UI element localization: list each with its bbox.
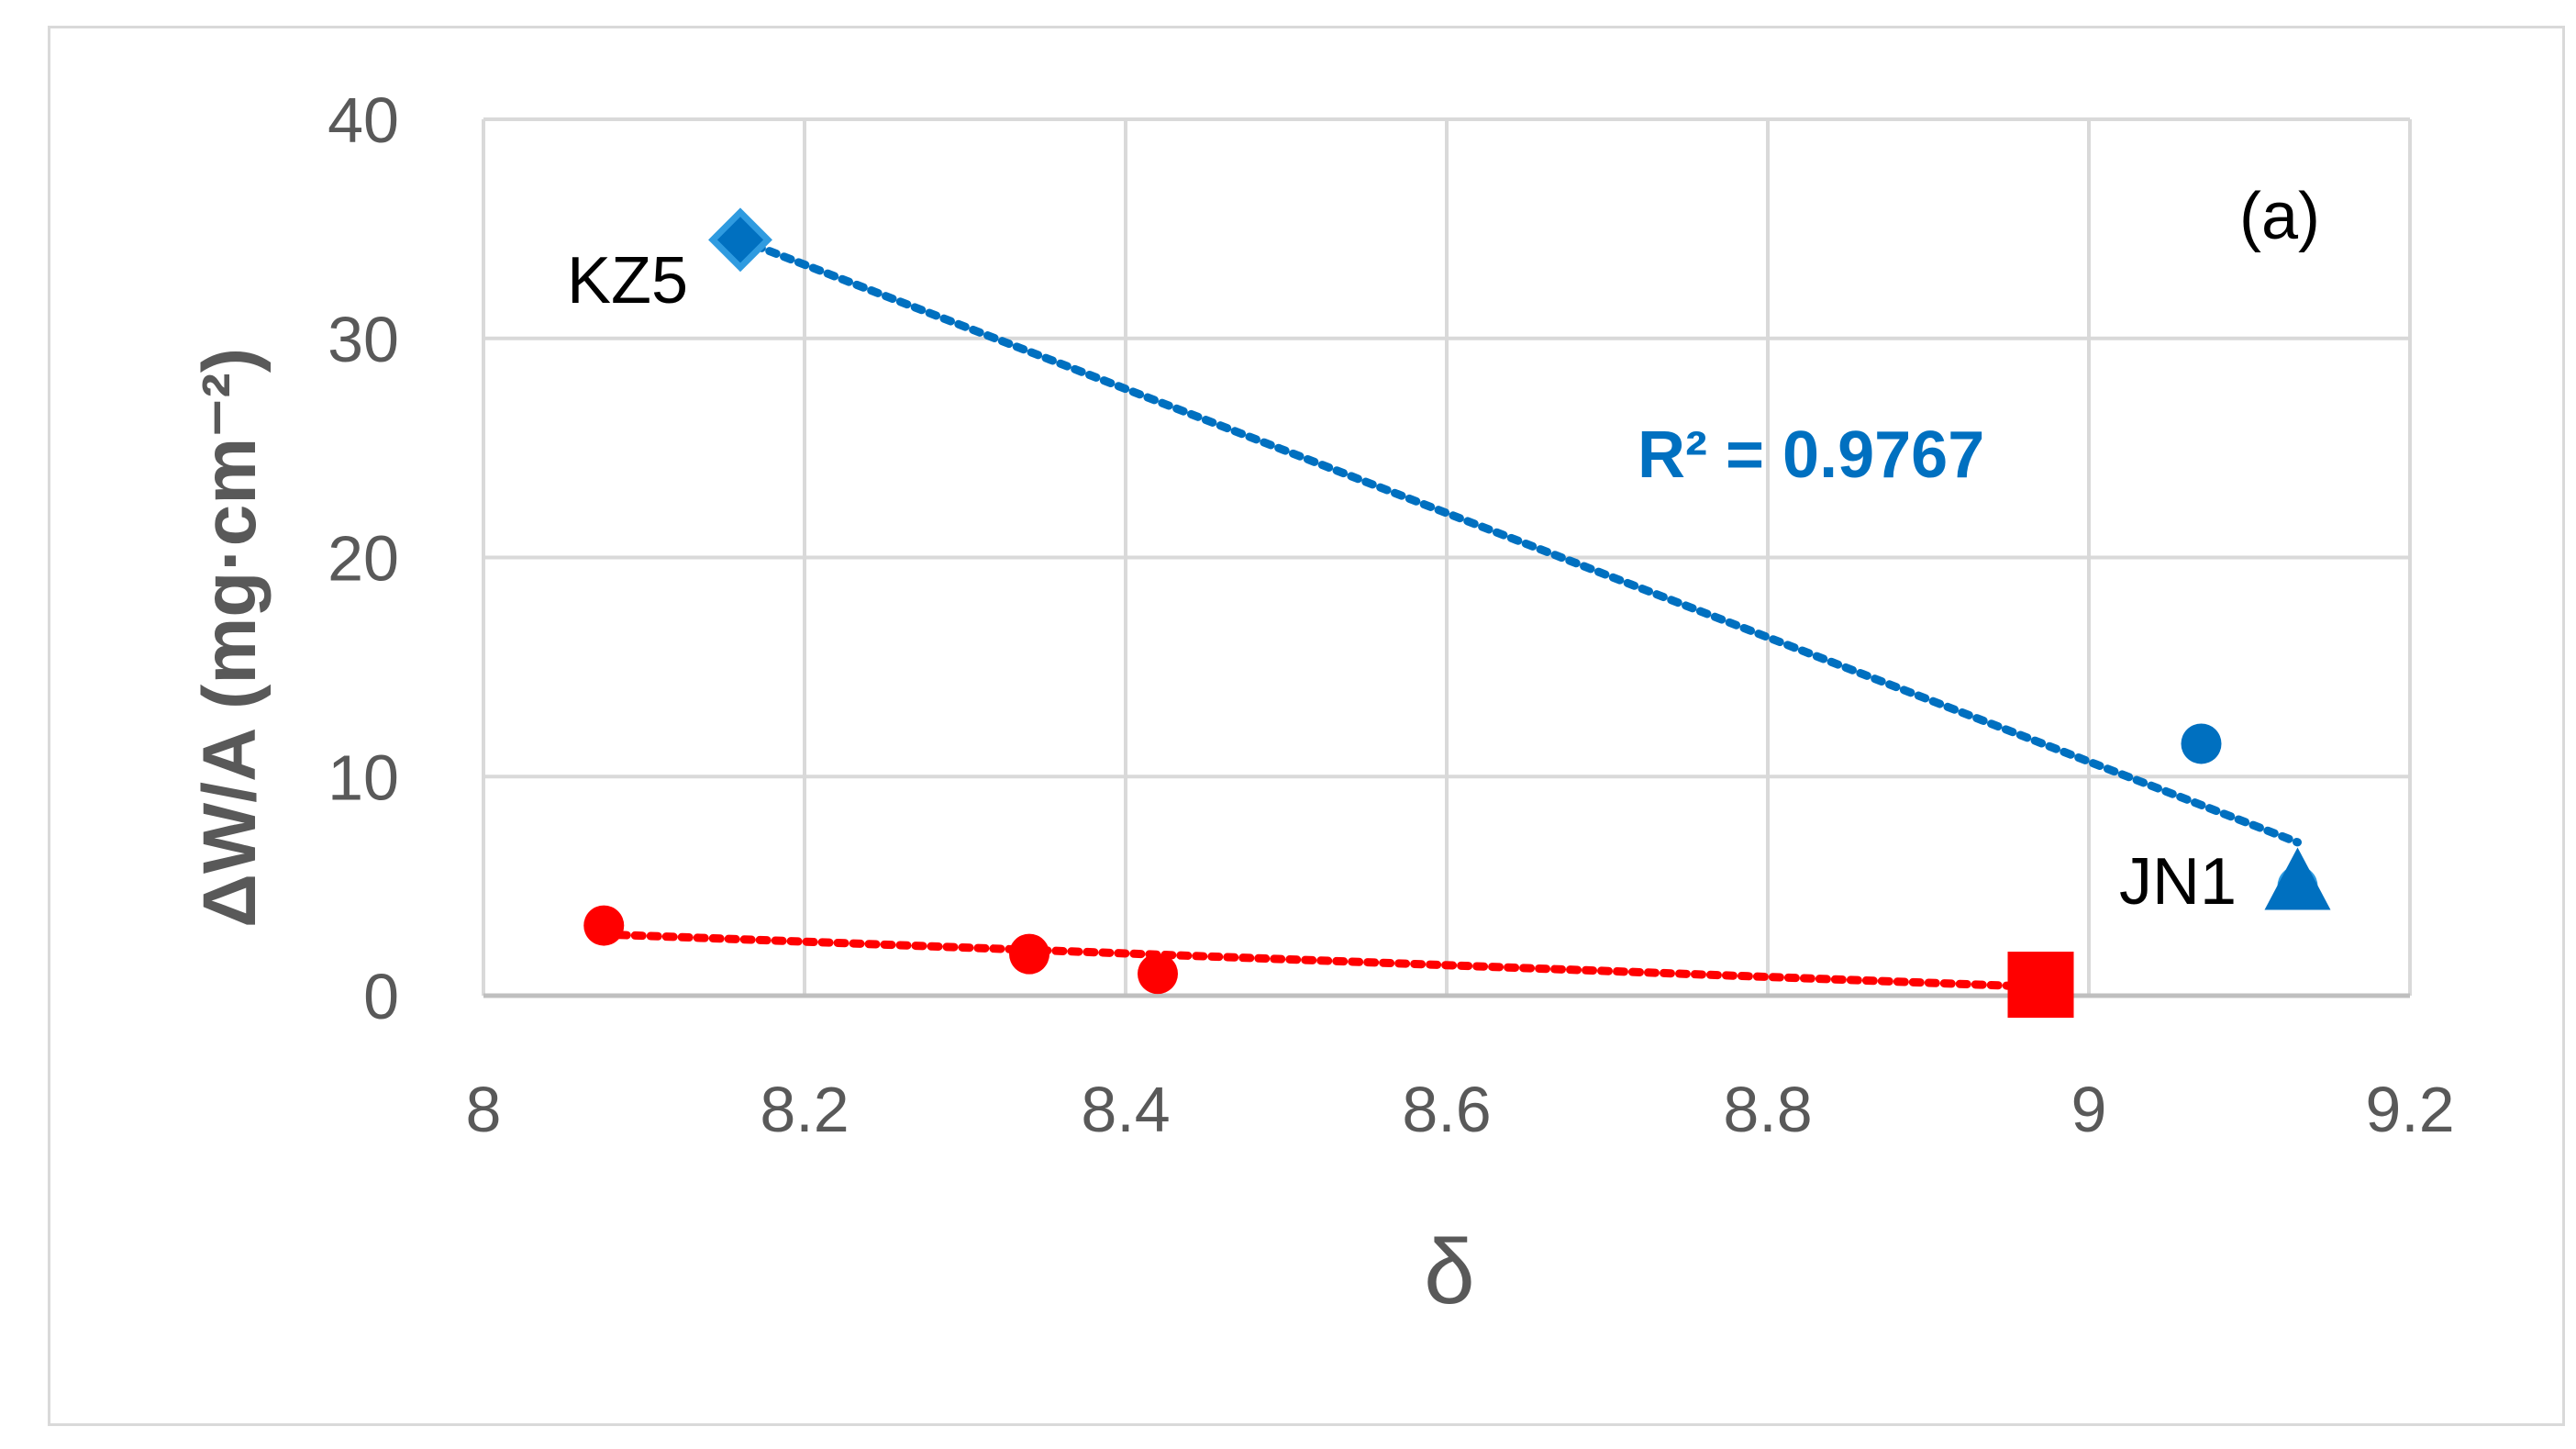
x-tick-labels: 8 8.2 8.4 8.6 8.8 9 9.2 [466,1074,2455,1145]
point-label-jn1: JN1 [2119,845,2237,919]
data-point-0-0 [708,207,772,273]
data-point-0-1 [2181,723,2222,764]
r-squared-label: R² = 0.9767 [1638,418,1984,492]
y-tick-label-1: 10 [328,741,399,813]
data-point-1-0 [583,905,625,946]
data-point-0-3 [2264,847,2331,910]
data-markers [583,207,2331,1019]
y-axis-title: ΔW/A (mg·cm⁻²) [188,348,272,928]
x-tick-label-0: 8 [466,1074,502,1145]
data-point-1-1 [1009,933,1049,975]
x-tick-label-5: 9 [2071,1074,2107,1145]
chart-frame [48,26,2565,1426]
trendline-series-1 [599,930,2045,991]
panel-label: (a) [2239,180,2320,253]
x-tick-label-1: 8.2 [760,1074,849,1145]
data-point-1-2 [1138,953,1178,995]
x-tick-label-3: 8.6 [1402,1074,1491,1145]
y-tick-label-2: 20 [328,523,399,595]
grid-lines [482,117,2412,998]
trendlines [599,235,2302,991]
trendline-series-0 [736,235,2302,847]
y-tick-label-4: 40 [328,84,399,156]
data-point-1-3 [2007,952,2074,1019]
y-tick-label-0: 0 [363,961,399,1032]
y-tick-label-3: 30 [328,304,399,375]
x-tick-label-2: 8.4 [1081,1074,1170,1145]
x-axis-title: δ [1424,1221,1475,1323]
point-label-kz5: KZ5 [567,244,688,318]
x-tick-label-4: 8.8 [1723,1074,1812,1145]
y-tick-labels: 0 10 20 30 40 [328,84,399,1032]
x-tick-label-6: 9.2 [2365,1074,2454,1145]
